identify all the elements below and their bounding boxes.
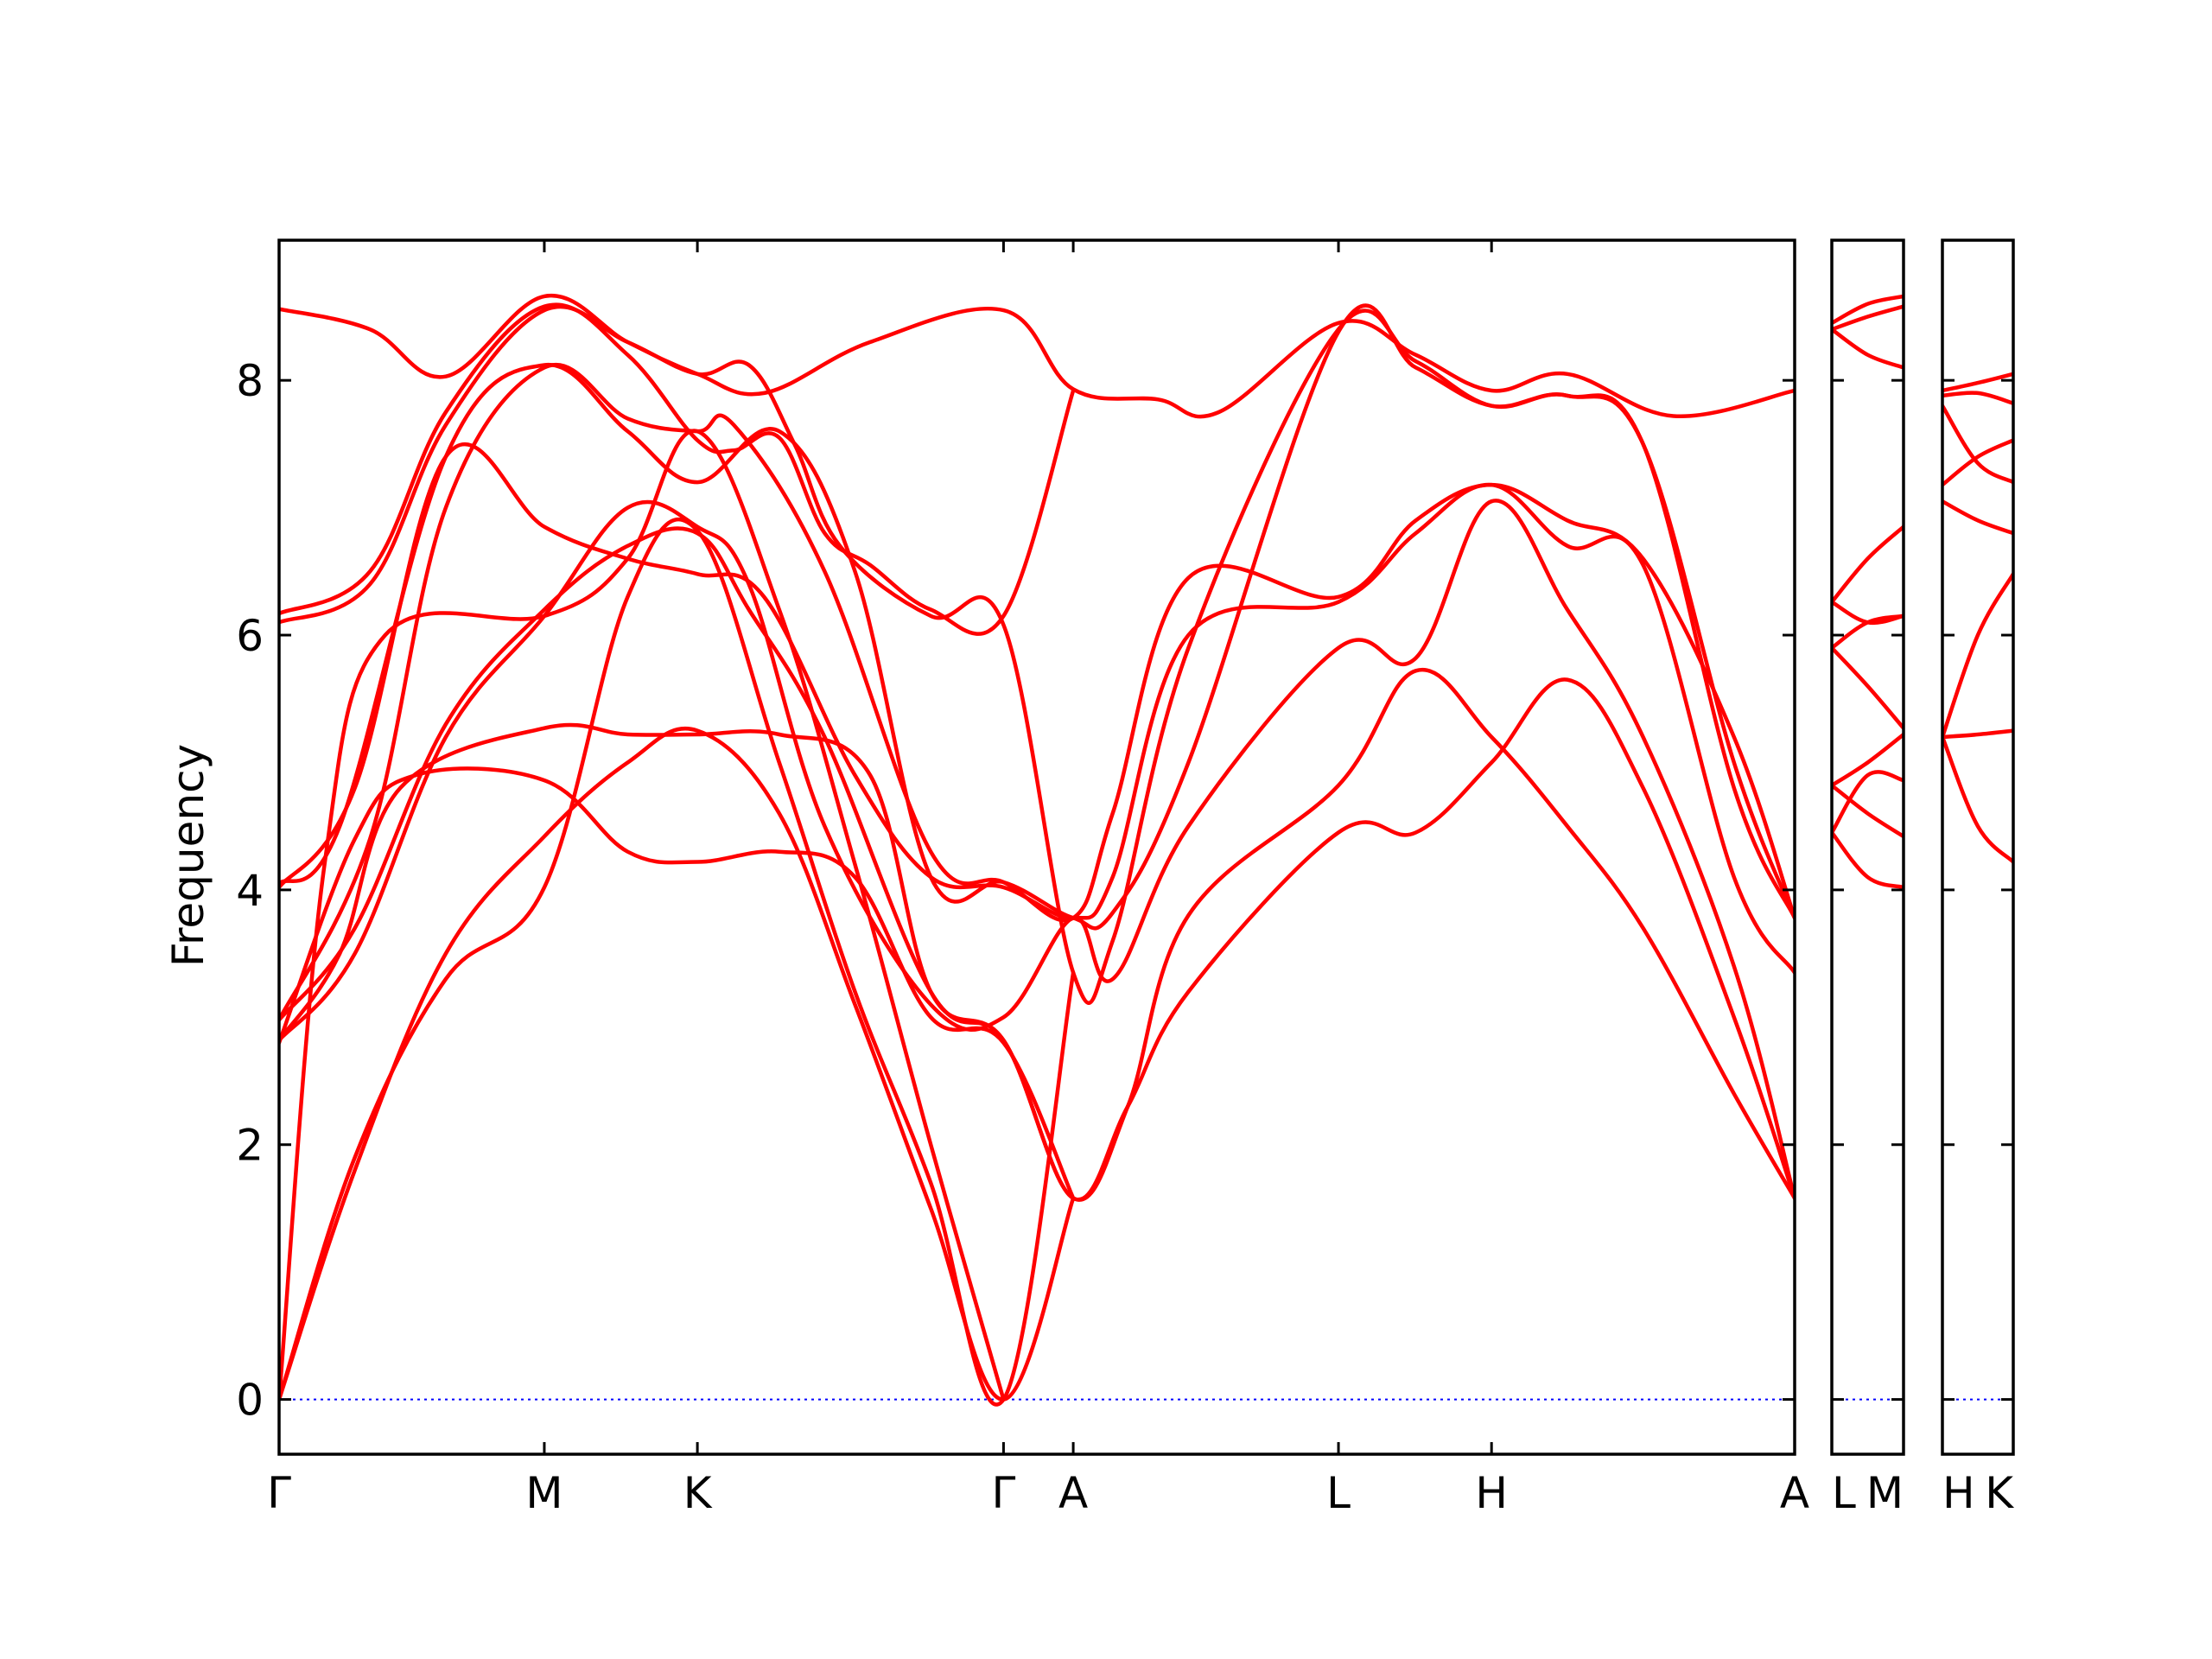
y-axis-label: Frequency	[163, 744, 213, 967]
band-line-main-7	[279, 499, 1795, 1200]
band-line-H-K-5	[1942, 499, 2013, 536]
band-line-L-M-1	[1832, 294, 1904, 326]
band-line-H-K-8	[1942, 734, 2013, 864]
panel-main-bands	[279, 293, 1795, 1407]
band-line-H-K-4	[1942, 438, 2013, 487]
x-tick-label-M: M	[525, 1468, 563, 1518]
band-line-H-K-3	[1942, 404, 2013, 485]
x-tick-label-A: A	[1058, 1468, 1088, 1518]
x-tick-label-M: M	[1866, 1468, 1904, 1518]
band-line-H-K-6	[1942, 572, 2013, 740]
band-line-L-M-10	[1832, 770, 1904, 835]
band-line-L-M-7	[1832, 645, 1904, 730]
panel-frame-H-K	[1941, 238, 2015, 1456]
band-line-main-6	[279, 362, 1795, 1022]
panel-frame-L-M	[1830, 238, 1905, 1456]
y-tick-label: 2	[236, 1121, 264, 1171]
x-tick-label-Γ: Γ	[267, 1468, 291, 1518]
band-line-L-M-6	[1832, 613, 1904, 651]
band-line-L-M-11	[1832, 830, 1904, 890]
band-line-L-M-9	[1832, 783, 1904, 839]
band-line-L-M-3	[1832, 327, 1904, 370]
band-line-main-1	[279, 293, 1795, 419]
band-line-main-13	[279, 429, 1006, 1402]
panel-frame-main	[277, 238, 1796, 1456]
bands-layer	[279, 293, 2013, 1407]
y-tick-label: 4	[236, 866, 264, 916]
band-line-main-4	[279, 303, 1795, 931]
band-line-main-2	[279, 302, 1076, 636]
band-line-L-M-8	[1832, 732, 1904, 788]
band-line-H-K-1	[1942, 372, 2013, 393]
band-line-main-12	[279, 517, 1076, 1407]
y-tick-label: 6	[236, 611, 264, 661]
x-tick-label-Γ: Γ	[991, 1468, 1015, 1518]
x-tick-label-K: K	[1985, 1468, 2014, 1518]
band-line-H-K-7	[1942, 728, 2013, 740]
frames-layer	[277, 238, 2015, 1456]
x-tick-label-H: H	[1475, 1468, 1508, 1518]
band-line-main-5	[279, 442, 1795, 975]
x-tick-label-L: L	[1832, 1468, 1856, 1518]
x-tick-label-A: A	[1780, 1468, 1809, 1518]
x-tick-label-L: L	[1326, 1468, 1351, 1518]
y-tick-label: 8	[236, 356, 264, 406]
band-line-L-M-4	[1832, 600, 1904, 626]
band-line-L-M-5	[1832, 524, 1904, 604]
y-tick-label: 0	[236, 1376, 264, 1426]
band-line-main-10	[279, 766, 1076, 1200]
band-line-L-M-2	[1832, 304, 1904, 332]
band-line-main-9	[279, 677, 1795, 1202]
x-tick-label-H: H	[1942, 1468, 1975, 1518]
band-line-main-8	[279, 526, 1795, 1202]
x-tick-label-K: K	[683, 1468, 713, 1518]
band-line-H-K-2	[1942, 391, 2013, 405]
panel-H-K-bands	[1942, 372, 2013, 1401]
panel-L-M-bands	[1832, 294, 1904, 1401]
